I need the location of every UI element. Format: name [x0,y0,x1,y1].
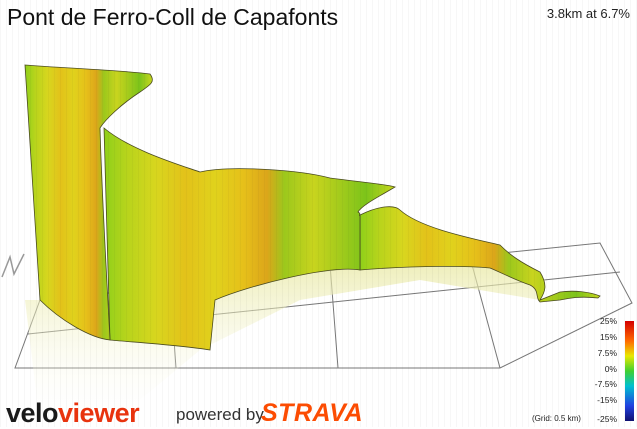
gradient-legend: 25% 15% 7.5% 0% -7.5% -15% -25% [560,313,637,427]
partial-axis-icon [1,253,25,278]
legend-label-minus-7-5: -7.5% [594,379,617,389]
powered-by-text: powered by [176,405,264,424]
logo-velo: velo [6,398,59,428]
gradient-scale-bar [625,321,634,421]
legend-label-15: 15% [599,332,617,342]
grid-note: (Grid: 0.5 km) [532,414,581,423]
logo-viewer: viewer [58,398,140,428]
legend-label-25: 25% [599,316,617,326]
legend-label-0: 0% [604,364,617,374]
legend-label-minus-25: -25% [597,414,617,424]
legend-label-minus-15: -15% [597,395,617,405]
legend-label-7-5: 7.5% [597,348,617,358]
strava-logo[interactable]: STRAVA [261,399,364,427]
veloviewer-logo[interactable]: veloviewer [6,398,140,429]
